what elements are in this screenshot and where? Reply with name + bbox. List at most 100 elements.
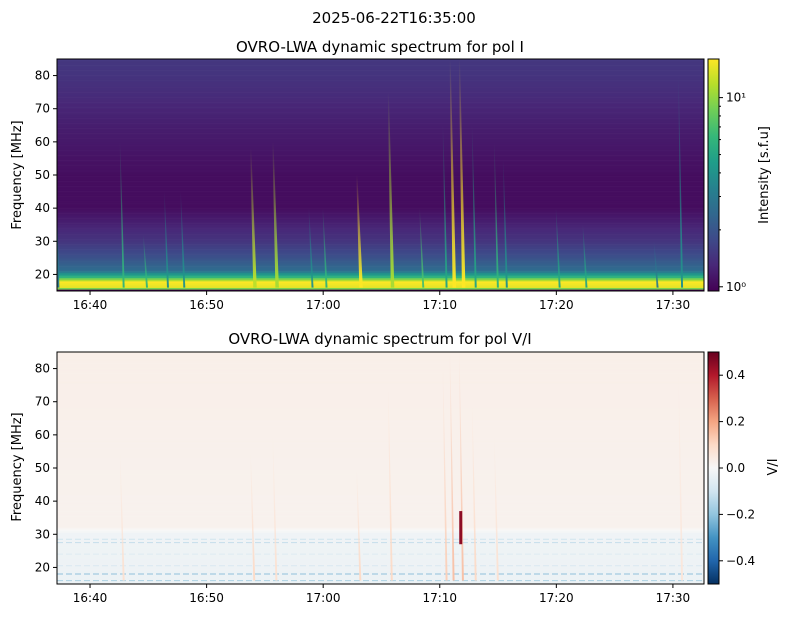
colorbar-tick-label: 0.4 — [726, 368, 745, 382]
background-band — [57, 108, 704, 111]
background-band — [57, 441, 704, 444]
background-band — [57, 178, 704, 181]
burst — [442, 125, 448, 288]
background-band — [57, 524, 704, 527]
burst — [119, 451, 125, 581]
background-band — [57, 433, 704, 436]
background-band — [57, 145, 704, 148]
background-band — [57, 472, 704, 475]
burst — [308, 208, 314, 288]
background-band — [57, 555, 704, 558]
background-band — [57, 59, 704, 61]
background-band — [57, 118, 704, 121]
background-band — [57, 176, 704, 179]
plot-area — [57, 59, 704, 291]
background-band — [57, 286, 704, 288]
background-band — [57, 474, 704, 477]
background-band — [57, 219, 704, 222]
background-band — [57, 378, 704, 381]
background-band — [57, 194, 704, 197]
background-band — [57, 570, 704, 573]
background-band — [57, 140, 704, 143]
colorbar-tick-label: −0.4 — [726, 554, 755, 568]
background-band — [57, 163, 704, 166]
y-tick-label: 40 — [35, 201, 50, 215]
background-band — [57, 274, 704, 277]
background-band — [57, 557, 704, 560]
background-band — [57, 206, 704, 209]
background-band — [57, 261, 704, 264]
background-band — [57, 199, 704, 202]
background-band — [57, 156, 704, 159]
background-band — [57, 186, 704, 189]
background-band — [57, 138, 704, 141]
background-band — [57, 100, 704, 103]
background-band — [57, 466, 704, 469]
background-band — [57, 416, 704, 419]
background-band — [57, 429, 704, 432]
y-tick-label: 60 — [35, 135, 50, 149]
background-band — [57, 400, 704, 403]
background-band — [57, 385, 704, 388]
background-band — [57, 449, 704, 452]
background-band — [57, 239, 704, 242]
y-tick-label: 50 — [35, 461, 50, 475]
background-band — [57, 216, 704, 219]
background-band — [57, 355, 704, 358]
background-band — [57, 249, 704, 252]
background-band — [57, 254, 704, 257]
background-band — [57, 388, 704, 391]
background-band — [57, 537, 704, 540]
background-band — [57, 368, 704, 371]
background-band — [57, 406, 704, 409]
background-band — [57, 224, 704, 227]
background-band — [57, 88, 704, 91]
polarized-spot — [459, 511, 463, 545]
burst — [250, 451, 256, 581]
x-tick-label: 17:00 — [306, 591, 341, 605]
background-band — [57, 110, 704, 113]
background-band — [57, 77, 704, 80]
background-band — [57, 496, 704, 499]
background-band — [57, 414, 704, 417]
y-tick-label: 20 — [35, 560, 50, 574]
background-band — [57, 181, 704, 184]
background-band — [57, 143, 704, 146]
background-band — [57, 98, 704, 101]
background-band — [57, 87, 704, 90]
background-band — [57, 82, 704, 85]
background-band — [57, 251, 704, 254]
background-band — [57, 173, 704, 176]
y-tick-label: 80 — [35, 69, 50, 83]
background-band — [57, 105, 704, 108]
background-band — [57, 242, 704, 245]
colorbar-label: Intensity [s.f.u] — [757, 126, 772, 224]
background-band — [57, 375, 704, 378]
background-band — [57, 489, 704, 492]
figure-suptitle: 2025-06-22T16:35:00 — [312, 9, 476, 27]
colorbar-tick-label: 0.2 — [726, 415, 745, 429]
background-band — [57, 136, 704, 139]
colorbar — [707, 351, 720, 585]
background-band — [57, 443, 704, 446]
background-band — [57, 267, 704, 270]
background-band — [57, 497, 704, 500]
y-axis-label: Frequency [MHz] — [10, 412, 25, 521]
burst — [502, 158, 508, 288]
background-band — [57, 65, 704, 68]
burst — [471, 125, 477, 288]
burst — [272, 434, 278, 581]
background-band — [57, 269, 704, 272]
background-band — [57, 92, 704, 95]
colorbar-tick-label: 0.0 — [726, 461, 745, 475]
background-band — [57, 189, 704, 192]
background-band — [57, 70, 704, 73]
background-band — [57, 107, 704, 110]
colorbar-label: V/I — [766, 458, 781, 475]
background-band — [57, 73, 704, 76]
background-band — [57, 183, 704, 186]
background-band — [57, 411, 704, 414]
background-band — [57, 491, 704, 494]
burst — [387, 92, 395, 288]
burst — [57, 208, 60, 288]
